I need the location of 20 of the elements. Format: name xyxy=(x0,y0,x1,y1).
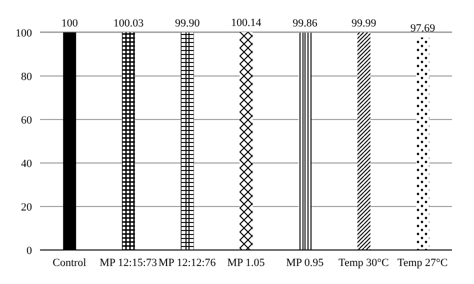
data-label: 100.03 xyxy=(113,17,144,30)
y-tick-label: 60 xyxy=(21,114,32,126)
data-label: 100 xyxy=(61,17,78,30)
x-tick-label: Control xyxy=(52,256,86,269)
x-tick-label: MP 12:12:76 xyxy=(158,256,216,269)
data-label: 99.99 xyxy=(352,17,377,30)
data-label: 99.90 xyxy=(174,18,200,30)
y-tick-label: 40 xyxy=(21,158,32,170)
x-tick-label: Temp 30°C xyxy=(338,256,389,269)
y-tick-label: 80 xyxy=(21,70,32,83)
y-tick-label: 20 xyxy=(21,201,32,214)
y-tick-label: 100 xyxy=(16,27,32,40)
y-tick-label: 0 xyxy=(26,244,32,257)
data-label: 100.14 xyxy=(231,17,262,30)
x-tick-label: MP 12:15:73 xyxy=(100,256,158,269)
x-tick-label: MP 0.95 xyxy=(286,256,324,269)
x-tick-label: Temp 27°C xyxy=(397,256,448,269)
x-tick-label: MP 1.05 xyxy=(227,256,266,269)
data-label: 99.86 xyxy=(292,18,318,30)
data-label: 97.69 xyxy=(410,22,436,34)
